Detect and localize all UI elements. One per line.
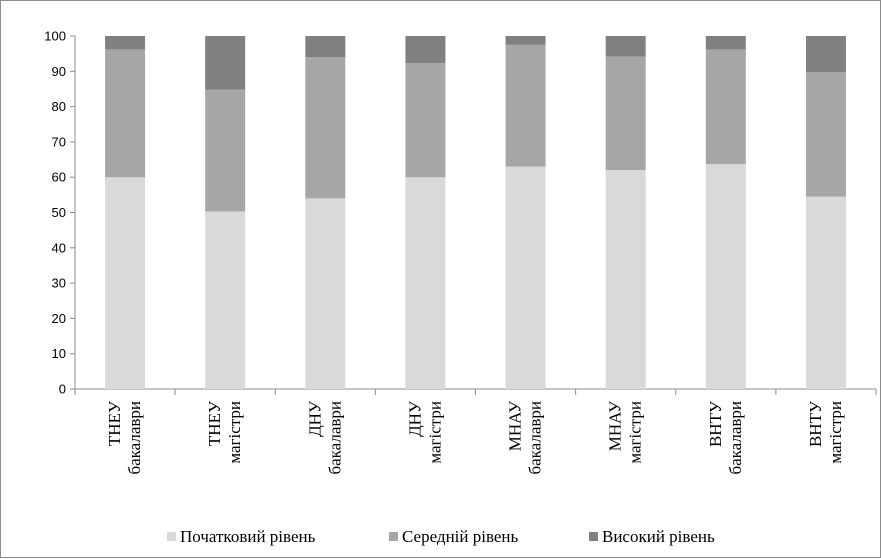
x-category-label-line: бакалаври	[325, 401, 344, 475]
y-tick-label: 10	[52, 346, 66, 361]
x-category-label-line: МНАУ	[506, 400, 525, 451]
x-category-label: МНАУ магістри	[606, 400, 645, 464]
y-tick-label: 90	[52, 64, 66, 79]
x-category-label-line: ДНУ	[405, 400, 424, 437]
legend-swatch	[589, 532, 598, 541]
x-category-label: ТНЕУ магістри	[205, 400, 244, 464]
y-axis-ticks: 0 10 20 30 40 50 60 70 80 90 100	[44, 29, 75, 397]
x-category-label: ВНТУ магістри	[806, 400, 845, 464]
x-category-label: МНАУ бакалаври	[506, 400, 545, 475]
bar-segment	[605, 56, 646, 171]
y-tick-label: 20	[52, 311, 66, 326]
y-tick-label: 30	[52, 276, 66, 291]
bar-segment	[705, 36, 746, 50]
y-tick-label: 100	[44, 29, 66, 44]
bar-segment	[405, 36, 446, 64]
x-category-label-line: магістри	[225, 401, 244, 464]
bar-segment	[405, 63, 446, 178]
legend-label: Початковий рівень	[180, 527, 316, 546]
y-tick-label: 70	[52, 134, 66, 149]
legend-label: Високий рівень	[602, 527, 715, 546]
bar-segment	[105, 36, 146, 50]
x-category-label-line: магістри	[826, 401, 845, 464]
bar-segment	[305, 57, 346, 199]
x-category-label-line: ВНТУ	[806, 400, 825, 447]
bar-segment	[705, 164, 746, 389]
bar-segment	[105, 49, 146, 178]
x-category-label: ВНТУ бакалаври	[706, 400, 745, 475]
x-category-label-line: магістри	[626, 401, 645, 464]
bar-segment	[705, 49, 746, 165]
x-axis-labels: ТНЕУ бакалаври ТНЕУ магістри ДНУ бакалаври ДНУ…	[105, 400, 845, 475]
axes	[74, 36, 877, 395]
x-category-label: ДНУ магістри	[405, 400, 444, 464]
y-tick-label: 0	[59, 382, 66, 397]
bar-segment	[305, 36, 346, 58]
bars	[105, 36, 846, 389]
bar-segment	[805, 72, 846, 197]
x-category-label-line: магістри	[425, 401, 444, 464]
y-tick-label: 80	[52, 99, 66, 114]
x-category-label-line: бакалаври	[526, 401, 545, 475]
y-tick-label: 40	[52, 240, 66, 255]
x-category-label-line: ТНЕУ	[205, 400, 224, 446]
bar-segment	[605, 170, 646, 389]
bar-segment	[805, 196, 846, 389]
legend-swatch	[389, 532, 398, 541]
bar-segment	[505, 44, 546, 167]
x-category-label-line: бакалаври	[726, 401, 745, 475]
bar-segment	[505, 36, 546, 45]
x-category-label-line: бакалаври	[125, 401, 144, 475]
legend: Початковий рівень Середній рівень Високий …	[167, 527, 715, 546]
bar-segment	[105, 177, 146, 389]
bar-segment	[805, 36, 846, 73]
bar-segment	[205, 89, 246, 212]
y-tick-label: 50	[52, 205, 66, 220]
bar-segment	[405, 177, 446, 389]
legend-swatch	[167, 532, 176, 541]
y-tick-label: 60	[52, 170, 66, 185]
x-category-label-line: ДНУ	[305, 400, 324, 437]
x-category-label-line: МНАУ	[606, 400, 625, 451]
x-category-label-line: ВНТУ	[706, 400, 725, 447]
x-category-label: ТНЕУ бакалаври	[105, 400, 144, 474]
bar-segment	[205, 211, 246, 389]
bar-segment	[305, 198, 346, 389]
bar-segment	[505, 166, 546, 389]
x-category-label: ДНУ бакалаври	[305, 400, 344, 474]
legend-label: Середній рівень	[402, 527, 519, 546]
bar-segment	[205, 36, 246, 90]
bar-segment	[605, 36, 646, 57]
x-category-label-line: ТНЕУ	[105, 400, 124, 446]
